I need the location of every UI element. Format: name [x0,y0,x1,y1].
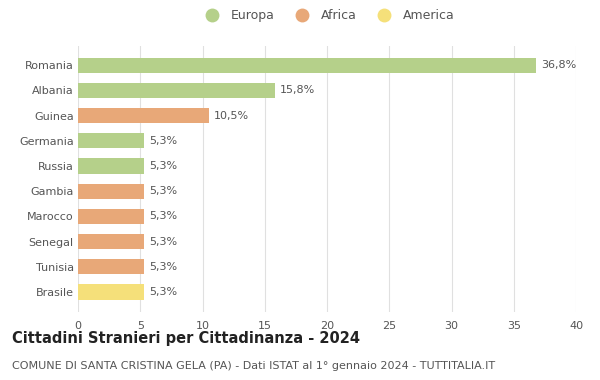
Legend: Europa, Africa, America: Europa, Africa, America [194,4,460,27]
Text: Cittadini Stranieri per Cittadinanza - 2024: Cittadini Stranieri per Cittadinanza - 2… [12,331,360,345]
Text: 15,8%: 15,8% [280,86,315,95]
Text: 5,3%: 5,3% [149,186,177,196]
Text: 5,3%: 5,3% [149,211,177,222]
Bar [78,108,209,123]
Bar [78,184,144,199]
Bar [78,58,536,73]
Bar [78,209,144,224]
Bar [78,83,275,98]
Text: 36,8%: 36,8% [541,60,577,70]
Text: 5,3%: 5,3% [149,237,177,247]
Bar [78,234,144,249]
Text: 5,3%: 5,3% [149,136,177,146]
Bar [78,284,144,299]
Text: COMUNE DI SANTA CRISTINA GELA (PA) - Dati ISTAT al 1° gennaio 2024 - TUTTITALIA.: COMUNE DI SANTA CRISTINA GELA (PA) - Dat… [12,361,495,371]
Text: 5,3%: 5,3% [149,161,177,171]
Text: 10,5%: 10,5% [214,111,249,120]
Text: 5,3%: 5,3% [149,287,177,297]
Bar [78,133,144,148]
Bar [78,158,144,174]
Bar [78,259,144,274]
Text: 5,3%: 5,3% [149,262,177,272]
